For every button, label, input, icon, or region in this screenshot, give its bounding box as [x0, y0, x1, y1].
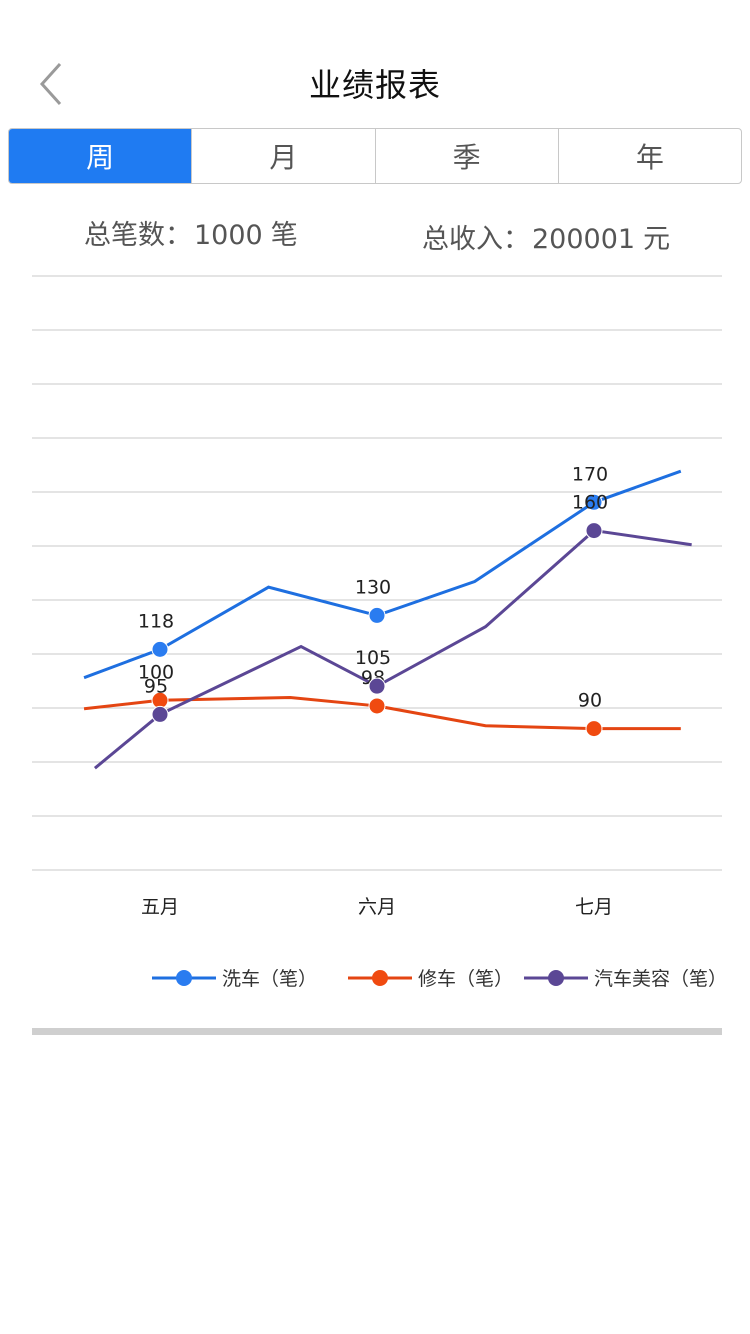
total-count: 总笔数：1000 笔	[84, 213, 298, 252]
series-line	[93, 528, 692, 770]
page-title: 业绩报表	[308, 66, 441, 104]
x-tick-label: 七月	[575, 896, 613, 918]
x-tick-label: 五月	[141, 896, 179, 918]
total-income-value: 200001	[532, 224, 636, 255]
legend-marker	[372, 970, 388, 986]
series-line	[83, 695, 681, 731]
data-label: 160	[572, 492, 608, 514]
series-line	[83, 469, 682, 680]
tab-quarter[interactable]: 季	[374, 129, 558, 183]
legend-marker	[548, 970, 564, 986]
divider-bar	[32, 1028, 722, 1035]
data-point	[368, 606, 386, 624]
total-count-label: 总笔数：	[84, 220, 192, 251]
data-point	[585, 522, 603, 540]
tab-week[interactable]: 周	[9, 129, 192, 183]
data-point	[368, 677, 386, 695]
summary-row: 总笔数：1000 笔 总收入：200001 元	[0, 205, 750, 255]
x-tick-label: 六月	[358, 896, 396, 918]
data-point	[585, 493, 603, 511]
total-count-unit: 笔	[270, 220, 298, 251]
total-income: 总收入：200001 元	[422, 217, 670, 256]
data-point	[151, 705, 169, 723]
data-label: 130	[355, 576, 391, 598]
total-count-value: 1000	[194, 220, 263, 251]
data-point	[151, 691, 169, 709]
data-label: 105	[355, 647, 391, 669]
nav-header: 业绩报表	[0, 40, 750, 128]
back-button[interactable]	[30, 56, 90, 112]
tab-month[interactable]: 月	[191, 129, 374, 183]
data-label: 90	[578, 690, 602, 712]
data-label: 170	[572, 463, 608, 485]
data-point	[368, 697, 386, 715]
legend-label: 汽车美容（笔）	[594, 968, 727, 990]
data-label: 118	[138, 610, 174, 632]
legend-label: 洗车（笔）	[222, 968, 317, 990]
period-tabs: 周 月 季 年	[8, 128, 742, 184]
data-point	[585, 720, 603, 738]
data-point	[151, 640, 169, 658]
data-label: 98	[361, 667, 385, 689]
legend-label: 修车（笔）	[418, 968, 513, 990]
legend-marker	[176, 970, 192, 986]
data-label: 100	[138, 661, 174, 683]
tab-year[interactable]: 年	[557, 129, 741, 183]
data-label: 95	[144, 675, 168, 697]
total-income-unit: 元	[643, 224, 671, 255]
chevron-left-icon	[39, 62, 62, 106]
total-income-label: 总收入：	[422, 224, 530, 255]
